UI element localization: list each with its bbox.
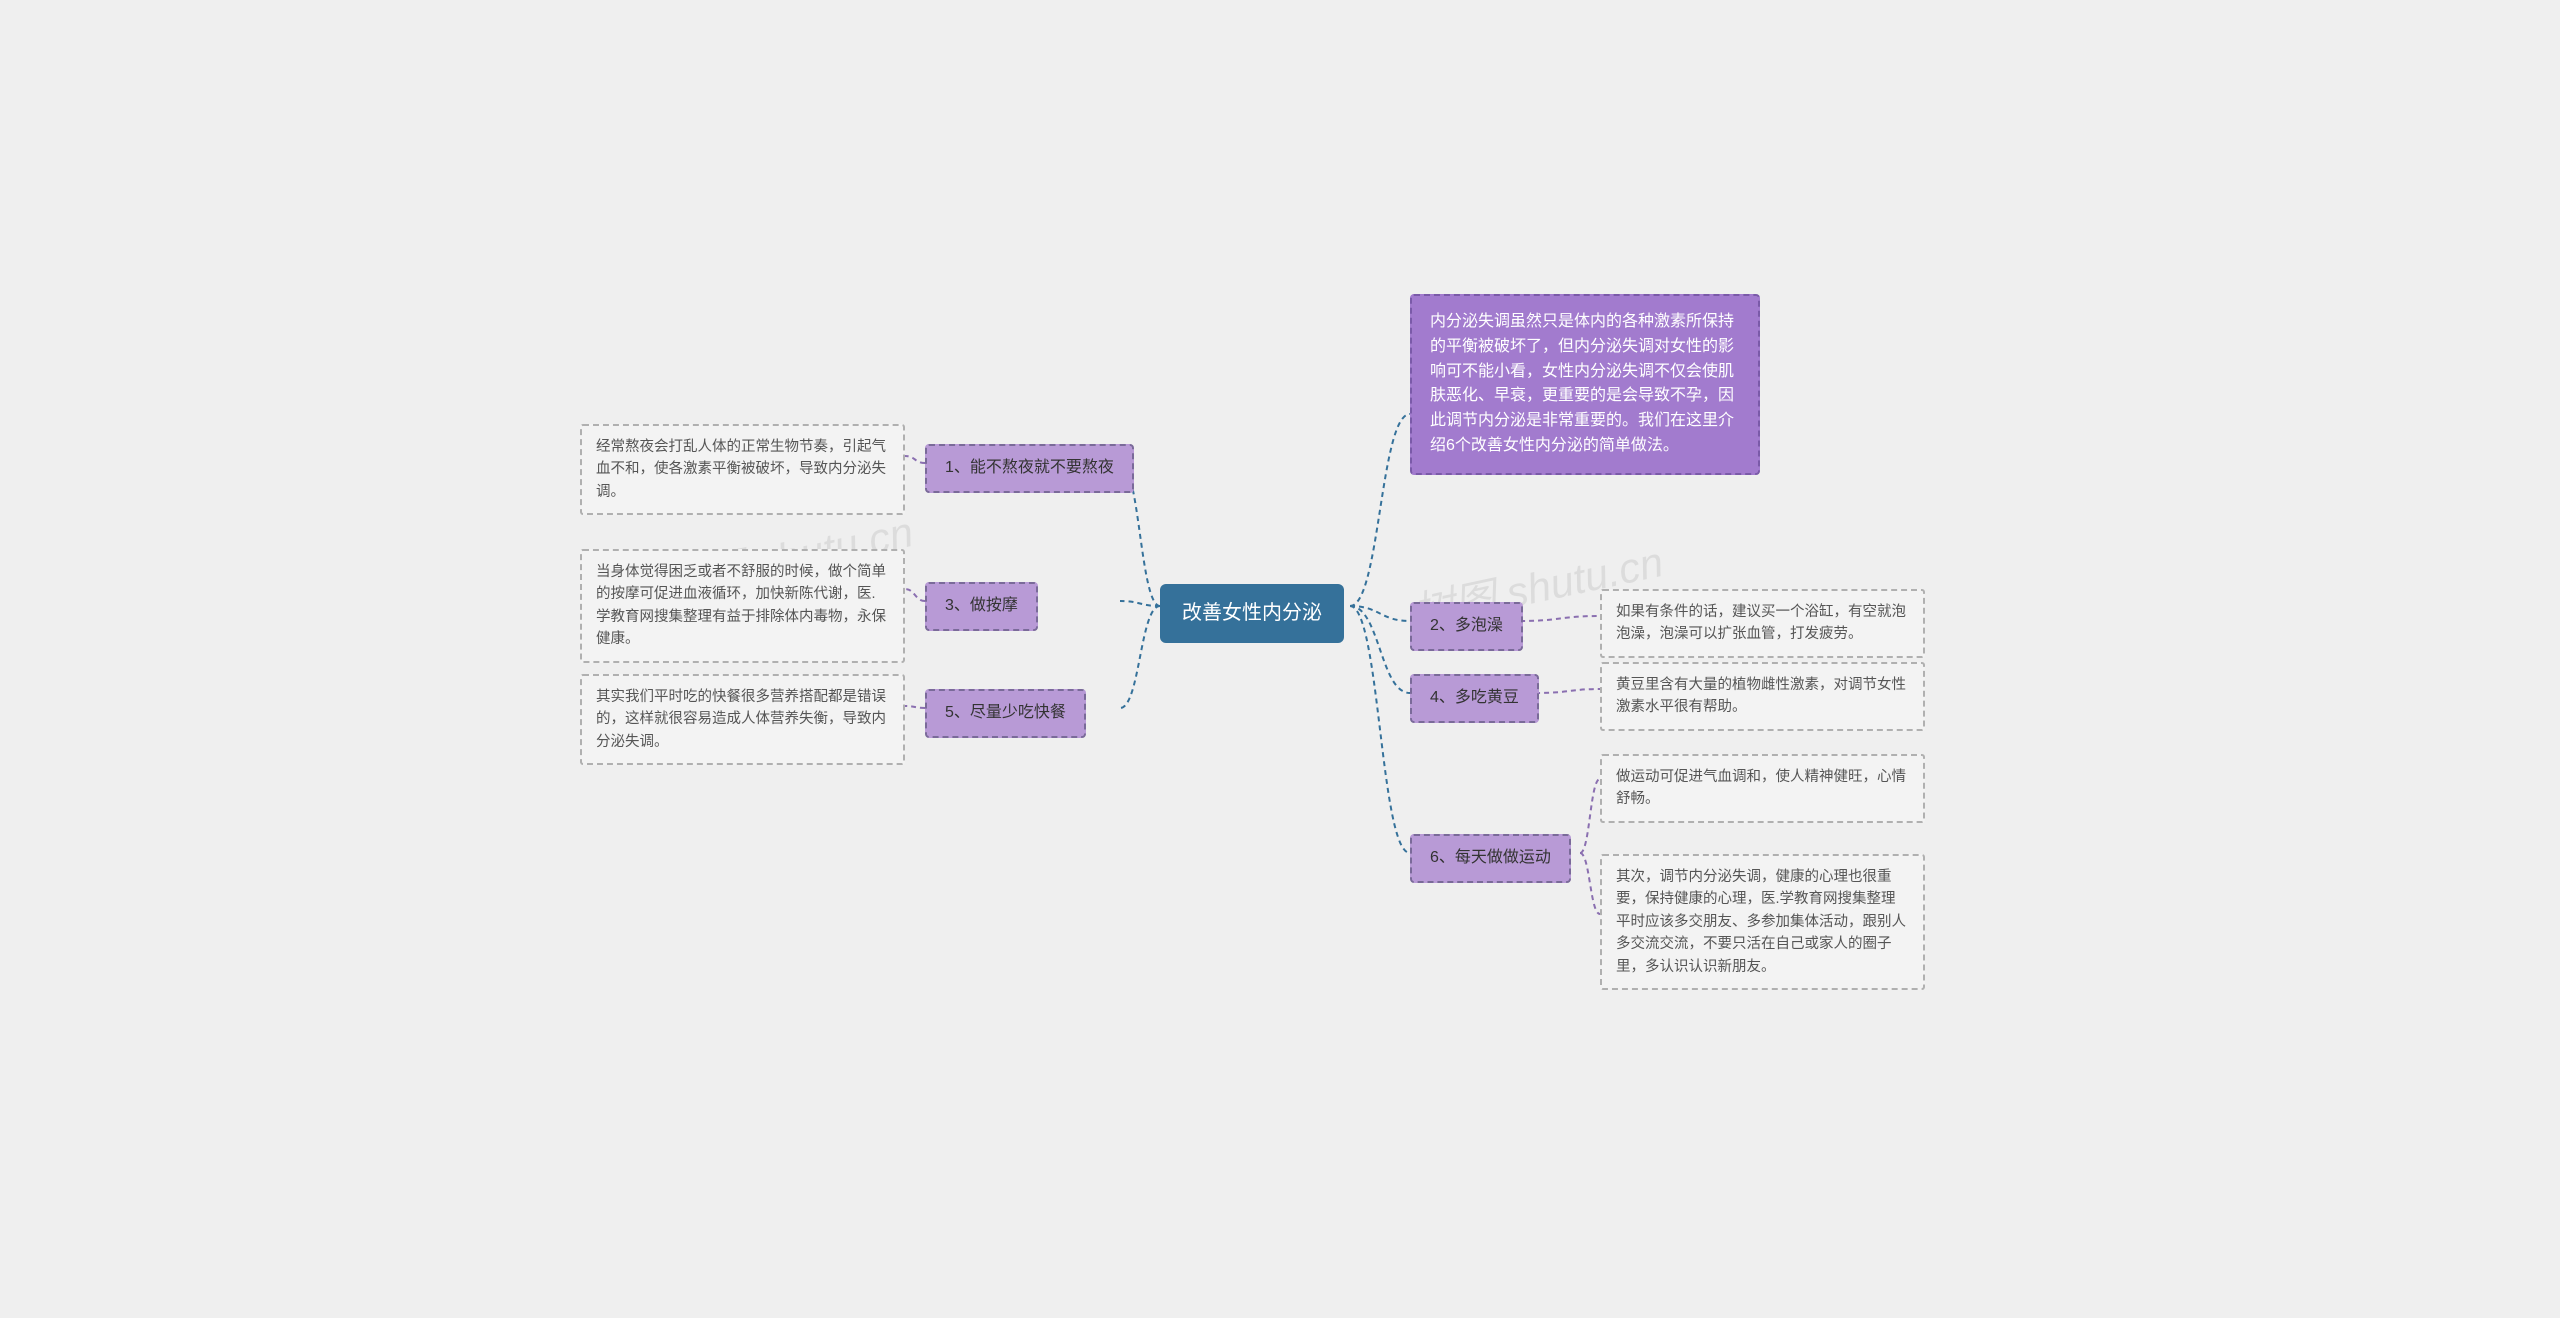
branch-label: 2、多泡澡 <box>1430 617 1503 634</box>
branch-node-4[interactable]: 4、多吃黄豆 <box>1410 674 1539 723</box>
branch-node-1[interactable]: 1、能不熬夜就不要熬夜 <box>925 444 1134 493</box>
detail-text: 其实我们平时吃的快餐很多营养搭配都是错误的，这样就很容易造成人体营养失衡，导致内… <box>596 689 886 750</box>
detail-node-6a[interactable]: 做运动可促进气血调和，使人精神健旺，心情舒畅。 <box>1600 754 1925 823</box>
branch-node-5[interactable]: 5、尽量少吃快餐 <box>925 689 1086 738</box>
center-node[interactable]: 改善女性内分泌 <box>1160 584 1344 643</box>
detail-text: 做运动可促进气血调和，使人精神健旺，心情舒畅。 <box>1616 769 1906 807</box>
branch-label: 1、能不熬夜就不要熬夜 <box>945 459 1114 476</box>
branch-node-2[interactable]: 2、多泡澡 <box>1410 602 1523 651</box>
detail-node-5[interactable]: 其实我们平时吃的快餐很多营养搭配都是错误的，这样就很容易造成人体营养失衡，导致内… <box>580 674 905 765</box>
branch-label: 5、尽量少吃快餐 <box>945 704 1066 721</box>
branch-label: 4、多吃黄豆 <box>1430 689 1519 706</box>
detail-text: 经常熬夜会打乱人体的正常生物节奏，引起气血不和，使各激素平衡被破坏，导致内分泌失… <box>596 439 886 500</box>
branch-label: 6、每天做做运动 <box>1430 849 1551 866</box>
detail-text: 如果有条件的话，建议买一个浴缸，有空就泡泡澡，泡澡可以扩张血管，打发疲劳。 <box>1616 604 1906 642</box>
detail-node-1[interactable]: 经常熬夜会打乱人体的正常生物节奏，引起气血不和，使各激素平衡被破坏，导致内分泌失… <box>580 424 905 515</box>
detail-node-3[interactable]: 当身体觉得困乏或者不舒服的时候，做个简单的按摩可促进血液循环，加快新陈代谢，医.… <box>580 549 905 663</box>
mindmap-canvas: 树图 shutu.cn 树图 shutu.cn 改善女性内分泌 内分泌失调虽然只… <box>540 264 2020 1054</box>
branch-node-6[interactable]: 6、每天做做运动 <box>1410 834 1571 883</box>
detail-node-4[interactable]: 黄豆里含有大量的植物雌性激素，对调节女性激素水平很有帮助。 <box>1600 662 1925 731</box>
detail-node-6b[interactable]: 其次，调节内分泌失调，健康的心理也很重要，保持健康的心理，医.学教育网搜集整理平… <box>1600 854 1925 990</box>
center-label: 改善女性内分泌 <box>1182 602 1322 624</box>
detail-node-2[interactable]: 如果有条件的话，建议买一个浴缸，有空就泡泡澡，泡澡可以扩张血管，打发疲劳。 <box>1600 589 1925 658</box>
detail-text: 当身体觉得困乏或者不舒服的时候，做个简单的按摩可促进血液循环，加快新陈代谢，医.… <box>596 564 886 647</box>
branch-node-3[interactable]: 3、做按摩 <box>925 582 1038 631</box>
branch-label: 3、做按摩 <box>945 597 1018 614</box>
intro-text: 内分泌失调虽然只是体内的各种激素所保持的平衡被破坏了，但内分泌失调对女性的影响可… <box>1430 313 1734 454</box>
detail-text: 黄豆里含有大量的植物雌性激素，对调节女性激素水平很有帮助。 <box>1616 677 1906 715</box>
detail-text: 其次，调节内分泌失调，健康的心理也很重要，保持健康的心理，医.学教育网搜集整理平… <box>1616 869 1906 975</box>
intro-node[interactable]: 内分泌失调虽然只是体内的各种激素所保持的平衡被破坏了，但内分泌失调对女性的影响可… <box>1410 294 1760 475</box>
